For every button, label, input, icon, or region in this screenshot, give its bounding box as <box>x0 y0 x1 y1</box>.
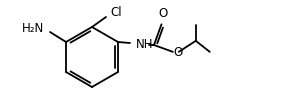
Text: NH: NH <box>136 38 154 52</box>
Text: O: O <box>174 46 183 59</box>
Text: O: O <box>158 7 167 20</box>
Text: Cl: Cl <box>110 6 122 20</box>
Text: H₂N: H₂N <box>22 21 44 34</box>
